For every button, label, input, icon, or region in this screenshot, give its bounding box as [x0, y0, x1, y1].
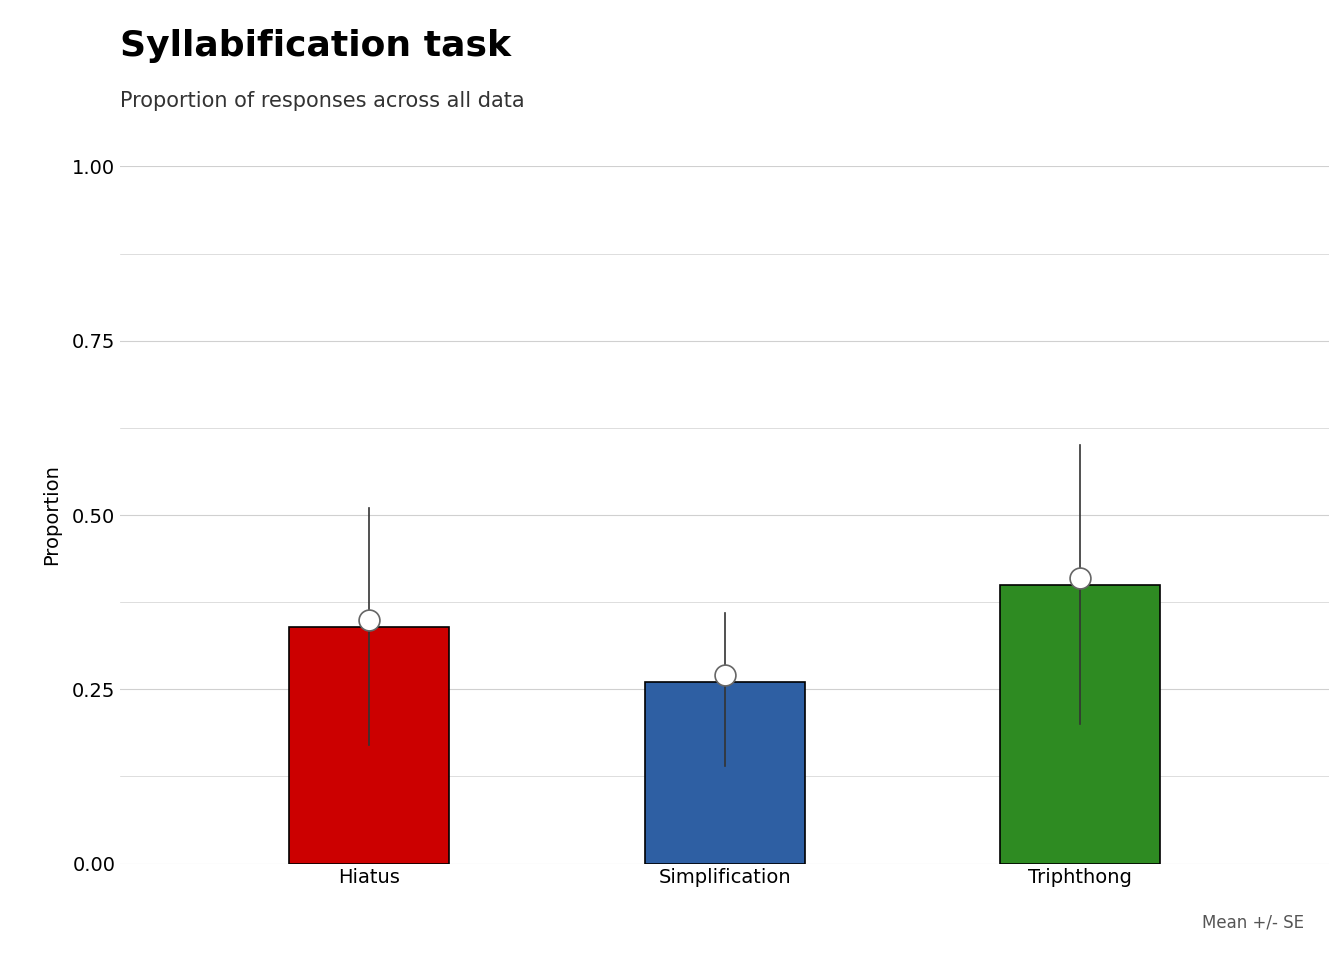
Bar [645, 683, 805, 864]
Bar [1000, 585, 1160, 864]
Text: Mean +/- SE: Mean +/- SE [1202, 913, 1304, 931]
Bar [289, 627, 449, 864]
Text: Syllabification task: Syllabification task [120, 29, 511, 62]
Text: Proportion of responses across all data: Proportion of responses across all data [120, 91, 526, 111]
Y-axis label: Proportion: Proportion [42, 465, 60, 565]
